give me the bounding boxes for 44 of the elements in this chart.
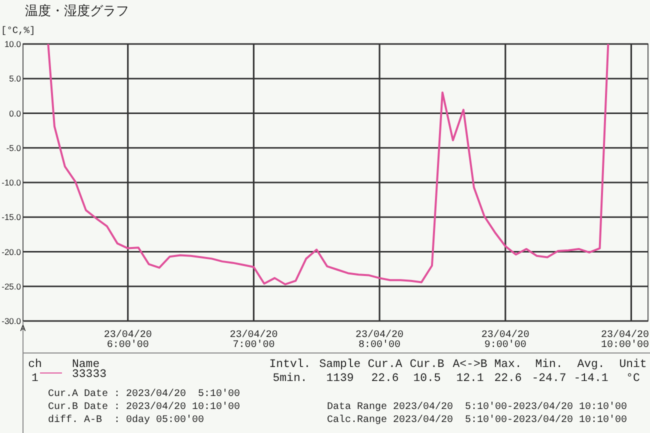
text: -14.1 — [574, 372, 608, 385]
y-tick-label: -5.0 — [6, 142, 22, 153]
text: 10.5 — [413, 372, 441, 385]
text: diff. A-B : 0day 05:00'00 — [48, 414, 204, 426]
text: Avg. — [577, 358, 605, 371]
x-tick-label: 23/04/20 9:00'00 — [481, 329, 530, 351]
text: -24.7 — [532, 372, 566, 385]
text: 12.1 — [456, 372, 484, 385]
text: 1139 — [326, 372, 354, 385]
text: Calc.Range 2023/04/20 5:10'00-2023/04/20 10:10'00 — [327, 414, 628, 426]
text: Cur.A Date : 2023/04/20 5:10'00 — [48, 388, 240, 400]
text: Sample — [319, 358, 361, 371]
x-tick-label: 23/04/20 7:00'00 — [230, 329, 278, 351]
x-tick-label: 23/04/20 8:00'00 — [356, 329, 404, 351]
text: 22.6 — [371, 372, 399, 385]
text: Cur.B — [410, 358, 444, 371]
text: ch — [28, 358, 42, 371]
y-tick-label: -20.0 — [2, 246, 22, 257]
text: 22.6 — [494, 372, 522, 385]
chart-title: 温度・湿度グラフ — [25, 3, 129, 19]
y-tick-label: 0.0 — [9, 108, 22, 118]
y-axis-title: [°C,%] — [1, 25, 36, 36]
text: A — [20, 324, 26, 334]
text: Cur.B Date : 2023/04/20 10:10'00 — [48, 401, 240, 413]
text: Data Range 2023/04/20 5:10'00-2023/04/20 10:10'00 — [327, 401, 628, 413]
text: Intvl. — [269, 358, 311, 371]
legend-label: 33333 — [72, 368, 107, 381]
text: Cur.A — [368, 358, 402, 371]
text: 1 — [32, 372, 39, 385]
text: A<->B — [452, 358, 488, 371]
y-tick-label: -30.0 — [2, 316, 22, 326]
text: 5min. — [272, 372, 308, 385]
text: Unit — [619, 358, 647, 371]
text: °C — [626, 372, 640, 385]
y-tick-label: -10.0 — [2, 178, 22, 188]
text: Min. — [535, 358, 563, 371]
y-tick-label: -15.0 — [2, 212, 22, 222]
y-tick-label: 10.0 — [4, 39, 22, 49]
x-tick-label: 23/04/20 10:00'00 — [600, 329, 649, 351]
line-series — [47, 43, 610, 286]
text: Max. — [494, 358, 522, 371]
y-tick-label: 5.0 — [9, 74, 22, 84]
x-tick-label: 23/04/20 6:00'00 — [104, 329, 152, 351]
y-tick-label: -25.0 — [2, 281, 22, 292]
